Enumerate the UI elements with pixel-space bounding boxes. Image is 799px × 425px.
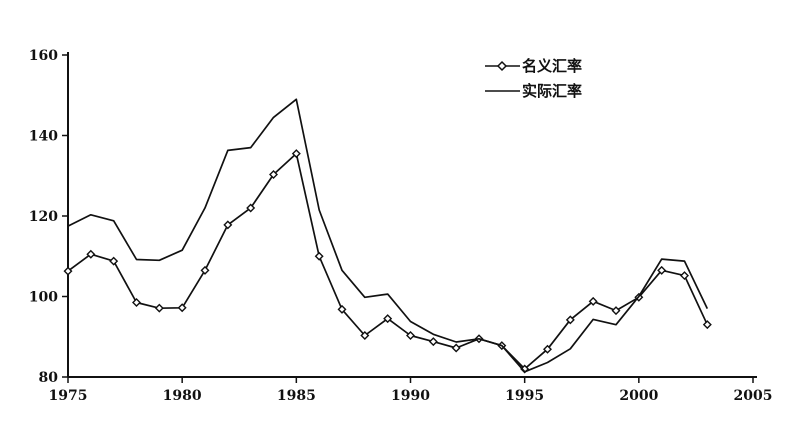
y-tick-label: 120	[29, 209, 58, 225]
data-point	[177, 303, 187, 313]
data-point	[154, 303, 164, 313]
data-point	[702, 320, 712, 330]
y-tick-label: 100	[29, 290, 58, 306]
data-point	[132, 298, 141, 308]
x-tick-label: 2000	[619, 388, 658, 404]
data-point	[451, 343, 461, 353]
data-point	[360, 331, 370, 341]
x-tick-label: 1980	[163, 388, 202, 404]
data-point	[543, 344, 552, 354]
data-point	[657, 265, 667, 275]
y-tick-label: 140	[29, 129, 58, 145]
legend-nominal-marker	[496, 60, 508, 72]
data-point	[428, 337, 438, 347]
x-tick-label: 1975	[49, 388, 88, 404]
data-point	[269, 170, 278, 180]
series-line-1	[67, 152, 709, 370]
data-point	[565, 315, 575, 325]
data-point	[291, 149, 301, 159]
data-point	[680, 271, 689, 281]
data-point	[383, 314, 393, 324]
data-point	[109, 256, 119, 266]
x-tick-label: 1995	[505, 388, 544, 404]
data-point	[246, 203, 256, 213]
series-group	[63, 98, 712, 374]
axes: 1975 1980 1985 1990 1995 2000 2005 80 100 120 140 1…	[29, 48, 773, 404]
data-point	[86, 249, 96, 259]
data-point	[337, 304, 347, 314]
x-tick-label: 1985	[277, 388, 316, 404]
data-point	[200, 265, 210, 275]
data-point	[406, 331, 415, 341]
data-point	[63, 266, 73, 276]
data-point	[314, 251, 324, 261]
y-tick-label: 80	[39, 370, 59, 386]
data-point	[588, 296, 598, 306]
data-point	[223, 220, 233, 230]
series-line-2	[67, 98, 709, 373]
data-point	[611, 306, 621, 316]
x-tick-label: 2005	[734, 388, 773, 404]
x-tick-label: 1990	[391, 388, 430, 404]
legend-nominal-label: 名义汇率	[522, 57, 582, 75]
y-tick-label: 160	[29, 48, 58, 64]
legend-real-label: 实际汇率	[522, 82, 582, 100]
legend: 名义汇率 实际汇率	[485, 57, 582, 100]
